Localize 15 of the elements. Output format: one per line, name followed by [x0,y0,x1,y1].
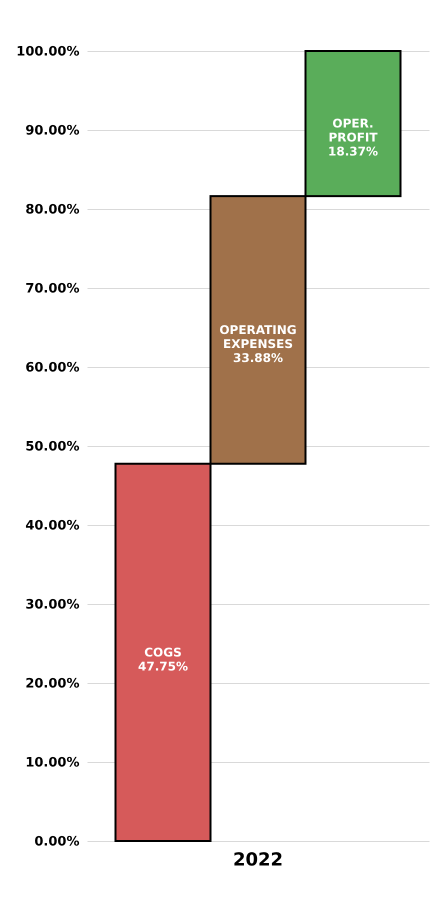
y-tick-label: 40.00% [25,518,80,534]
y-tick-label: 50.00% [25,440,80,454]
y-tick-label: 80.00% [25,202,80,218]
y-tick-label: 20.00% [25,676,80,692]
data-label: COGS 47.75% [138,645,188,674]
y-tick-label: 0.00% [34,834,80,850]
data-label: OPERATING EXPENSES 33.88% [219,322,297,365]
y-tick-label: 10.00% [25,756,80,770]
y-tick-label: 90.00% [25,124,80,138]
y-tick-label: 100.00% [16,44,80,60]
y-tick-label: 70.00% [25,282,80,296]
y-tick-label: 30.00% [25,598,80,612]
data-label: OPER. PROFIT 18.37% [328,116,378,159]
x-tick-label: 2022 [232,850,284,870]
y-tick-label: 60.00% [25,360,80,376]
